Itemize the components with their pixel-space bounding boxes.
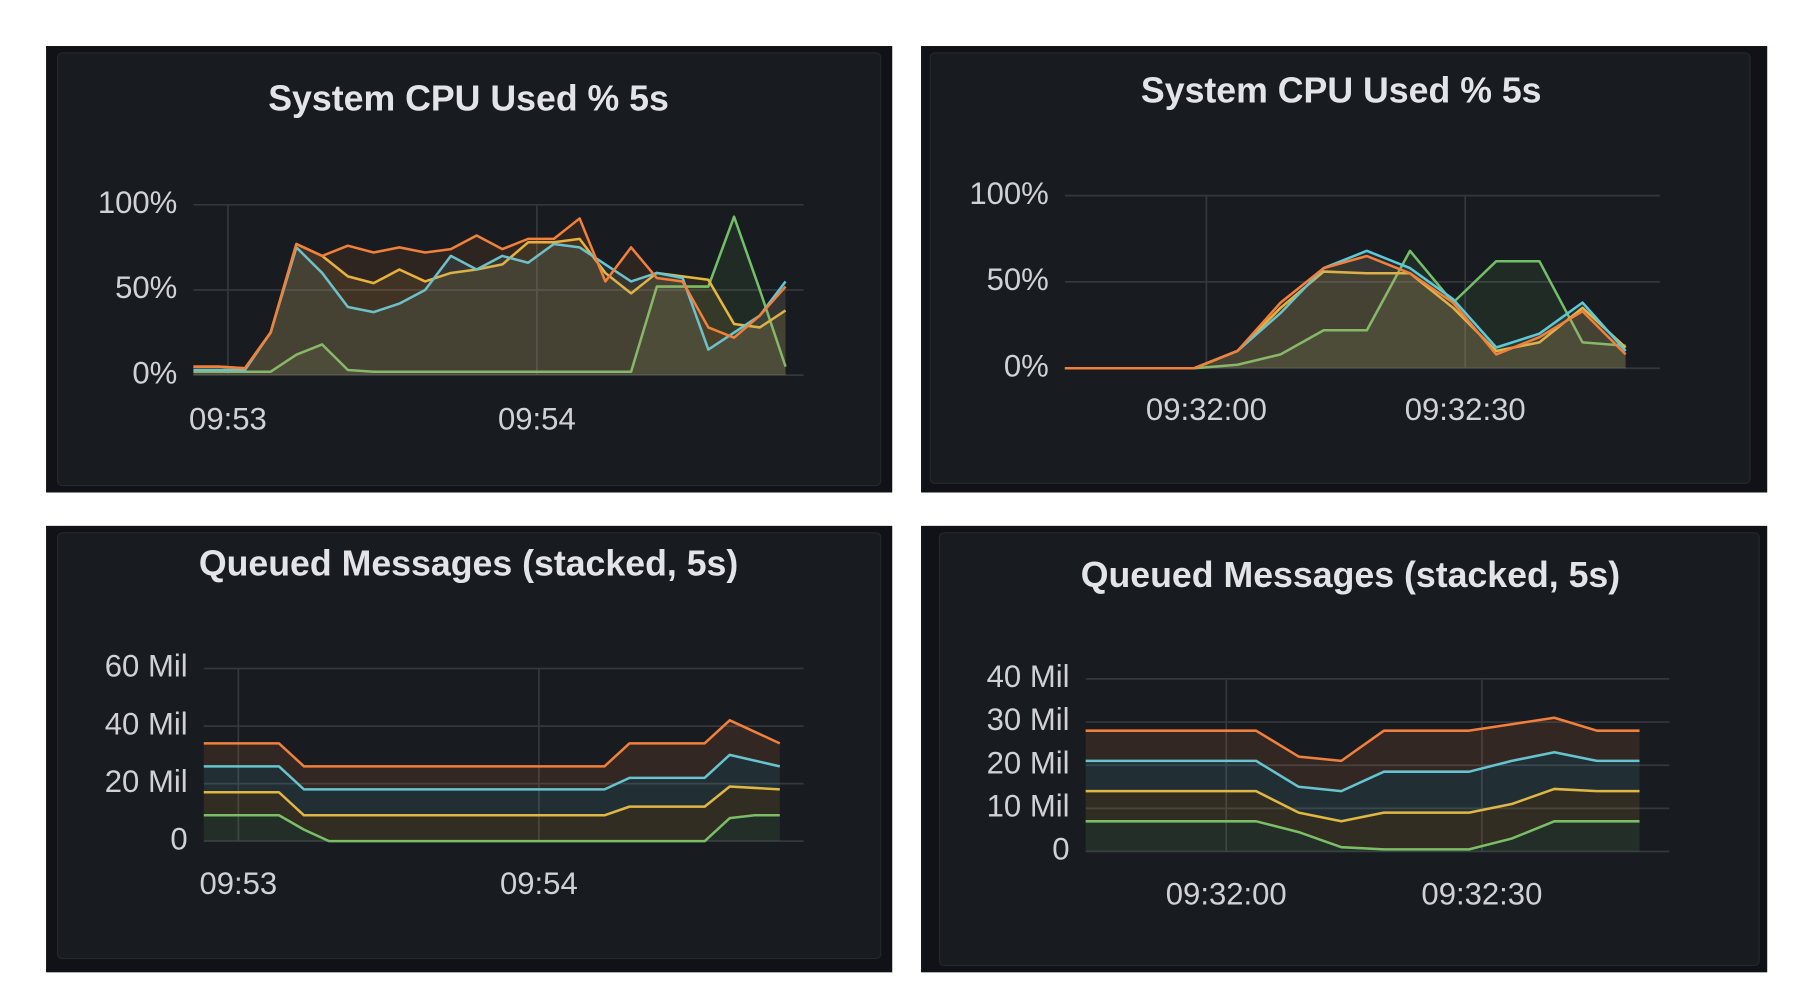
x-tick-label: 09:32:00	[1166, 877, 1287, 912]
series-line	[1085, 787, 1640, 823]
panel-inner	[929, 52, 1751, 484]
series-area	[193, 218, 786, 376]
y-tick-label: 40 Mil	[987, 659, 1070, 694]
y-tick-label: 0	[1052, 832, 1069, 867]
series-line	[193, 217, 787, 370]
series-area	[1064, 250, 1626, 369]
series-area	[203, 754, 780, 816]
series-area	[203, 720, 780, 790]
series-area	[193, 216, 786, 376]
y-tick-label: 50%	[115, 270, 177, 305]
x-tick-label: 09:53	[189, 401, 267, 436]
y-tick-label: 30 Mil	[987, 702, 1070, 737]
y-tick-label: 10 Mil	[987, 789, 1070, 824]
y-tick-label: 20 Mil	[987, 745, 1070, 780]
y-tick-label: 0	[170, 821, 187, 856]
series-area	[1064, 271, 1626, 369]
panel-inner	[56, 532, 882, 960]
panel-title: System CPU Used % 5s	[268, 79, 669, 119]
panel-inner	[938, 532, 1760, 966]
panel-title: Queued Messages (stacked, 5s)	[199, 544, 738, 584]
x-tick-label: 09:32:30	[1405, 392, 1526, 427]
series-line	[1085, 750, 1640, 793]
y-tick-label: 60 Mil	[105, 649, 188, 684]
y-tick-label: 100%	[98, 185, 177, 220]
series-area	[193, 243, 786, 376]
series-area	[203, 815, 780, 842]
series-area	[1085, 752, 1640, 822]
series-line	[203, 719, 781, 768]
y-tick-label: 0%	[1004, 348, 1049, 383]
series-area	[203, 786, 780, 842]
series-line	[1064, 254, 1627, 370]
series-line	[203, 813, 780, 843]
y-tick-label: 100%	[969, 176, 1048, 211]
series-line	[1085, 820, 1640, 851]
panel-title: System CPU Used % 5s	[1141, 71, 1542, 111]
x-tick-label: 09:32:30	[1421, 877, 1542, 912]
series-area	[1085, 788, 1640, 850]
series-line	[203, 753, 781, 791]
y-tick-label: 40 Mil	[105, 706, 188, 741]
y-tick-label: 50%	[987, 262, 1049, 297]
series-line	[1085, 716, 1640, 763]
series-area	[193, 238, 786, 376]
y-tick-label: 0%	[132, 355, 177, 390]
series-line	[203, 785, 780, 817]
x-tick-label: 09:53	[199, 866, 277, 901]
series-area	[1064, 256, 1626, 369]
series-area	[1085, 717, 1640, 792]
y-tick-label: 20 Mil	[105, 764, 188, 799]
panel-title: Queued Messages (stacked, 5s)	[1081, 555, 1620, 595]
series-area	[1085, 821, 1640, 852]
x-tick-label: 09:54	[498, 401, 576, 436]
x-tick-label: 09:32:00	[1146, 392, 1267, 427]
x-tick-label: 09:54	[500, 866, 578, 901]
